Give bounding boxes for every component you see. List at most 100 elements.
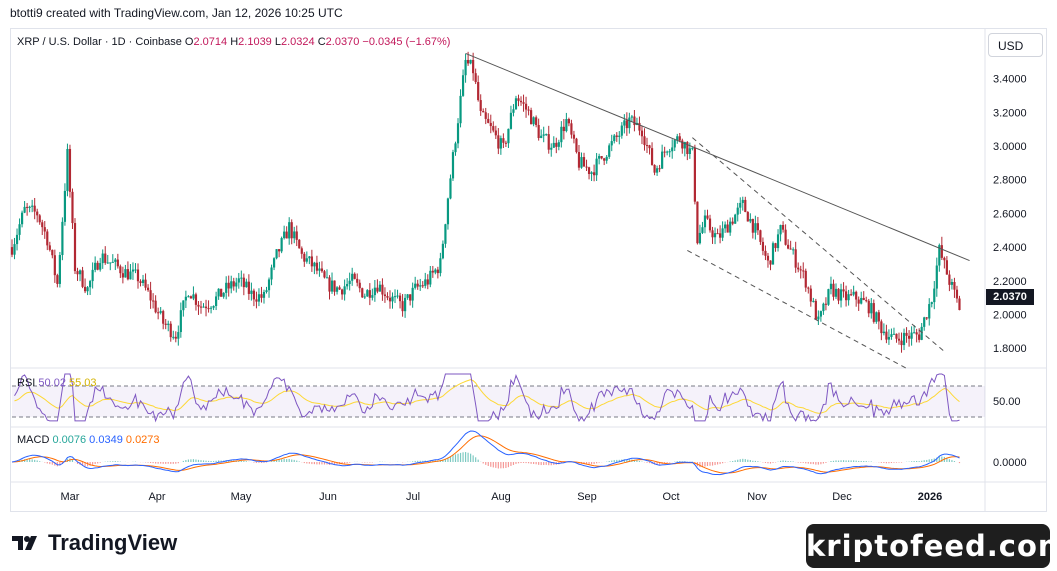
candle-body <box>711 230 714 238</box>
last-price-tag: 2.0370 <box>986 289 1034 305</box>
close-value: 2.0370 <box>325 36 360 48</box>
tradingview-brand: TradingView <box>48 530 178 555</box>
candle-body <box>620 125 623 136</box>
candle-body <box>910 332 913 339</box>
candle-body <box>351 273 354 281</box>
open-value: 2.0714 <box>193 36 228 48</box>
candle-body <box>484 112 487 119</box>
tradingview-logo[interactable]: TradingView <box>12 530 177 556</box>
candle-body <box>613 135 616 142</box>
candle-body <box>230 281 233 289</box>
x-tick-label: May <box>231 491 252 503</box>
candle-body <box>179 310 182 333</box>
candle-body <box>628 117 631 129</box>
candle-body <box>467 59 470 64</box>
candle-body <box>436 269 439 274</box>
candle-body <box>673 140 676 148</box>
chart-frame <box>10 28 1047 512</box>
candle-body <box>560 126 563 143</box>
candle-body <box>461 75 465 96</box>
candle-body <box>293 231 296 239</box>
candle-body <box>754 223 757 233</box>
candle-body <box>278 249 281 252</box>
candle-body <box>650 148 654 165</box>
x-tick-label: 2026 <box>918 491 942 503</box>
candle-body <box>807 287 810 289</box>
candle-body <box>872 303 875 322</box>
candle-body <box>346 283 349 287</box>
candle-body <box>73 223 77 272</box>
candle-body <box>38 215 41 223</box>
candle-body <box>771 243 775 265</box>
candle-body <box>131 269 135 272</box>
candle-body <box>333 280 336 292</box>
candle-body <box>935 265 938 289</box>
candle-body <box>83 286 87 292</box>
candle-body <box>63 190 67 222</box>
candle-body <box>769 260 772 265</box>
candle-body <box>928 304 931 319</box>
candle-body <box>731 221 734 224</box>
candle-body <box>703 215 707 228</box>
currency-button[interactable]: USD <box>988 33 1043 57</box>
candle-body <box>121 273 124 278</box>
candle-body <box>943 257 946 261</box>
candle-body <box>504 142 507 144</box>
candle-body <box>222 292 225 297</box>
candle-body <box>605 156 608 161</box>
macd-signal-line <box>11 435 960 474</box>
trendline <box>692 137 945 352</box>
candle-body <box>356 278 359 283</box>
candle-body <box>162 311 165 324</box>
y-tick-label: 2.8000 <box>993 175 1027 187</box>
trendline <box>465 52 970 262</box>
candle-body <box>449 178 452 199</box>
candle-body <box>552 142 555 148</box>
candle-body <box>550 147 553 150</box>
candle-body <box>885 331 888 340</box>
candle-body <box>270 267 273 280</box>
x-tick-label: Jul <box>406 491 420 503</box>
candle-body <box>363 296 366 298</box>
candle-body <box>545 134 548 136</box>
candle-body <box>802 270 805 272</box>
candle-body <box>343 286 346 295</box>
candle-body <box>99 263 102 270</box>
candle-body <box>159 311 162 313</box>
candle-body <box>781 224 785 230</box>
candle-body <box>940 245 943 258</box>
candle-body <box>887 336 891 340</box>
candle-body <box>562 126 565 132</box>
candle-body <box>519 100 523 103</box>
candle-body <box>918 334 921 340</box>
x-tick-label: Apr <box>148 491 165 503</box>
candle-body <box>454 143 457 153</box>
candle-body <box>81 270 84 287</box>
macd-axis-label: 0.0000 <box>993 457 1027 469</box>
candle-body <box>789 248 792 250</box>
candle-body <box>923 317 926 327</box>
candle-body <box>204 306 208 309</box>
candle-body <box>477 82 480 101</box>
candle-body <box>892 333 896 335</box>
candle-body <box>507 128 510 144</box>
candle-body <box>217 288 220 297</box>
candle-body <box>736 207 739 215</box>
candle-body <box>91 269 94 282</box>
candle-body <box>547 134 550 150</box>
candle-body <box>819 311 822 317</box>
rsi-ma-value: 55.03 <box>69 377 97 389</box>
candle-body <box>414 283 417 288</box>
candle-body <box>529 110 533 125</box>
candle-body <box>464 59 467 76</box>
candle-body <box>598 156 601 159</box>
candle-body <box>361 288 364 298</box>
candle-body <box>721 228 724 238</box>
candle-body <box>623 120 626 126</box>
candle-body <box>406 294 409 298</box>
candle-body <box>585 166 588 168</box>
y-tick-label: 1.8000 <box>993 343 1027 355</box>
candle-body <box>31 205 34 207</box>
candle-body <box>174 336 177 339</box>
